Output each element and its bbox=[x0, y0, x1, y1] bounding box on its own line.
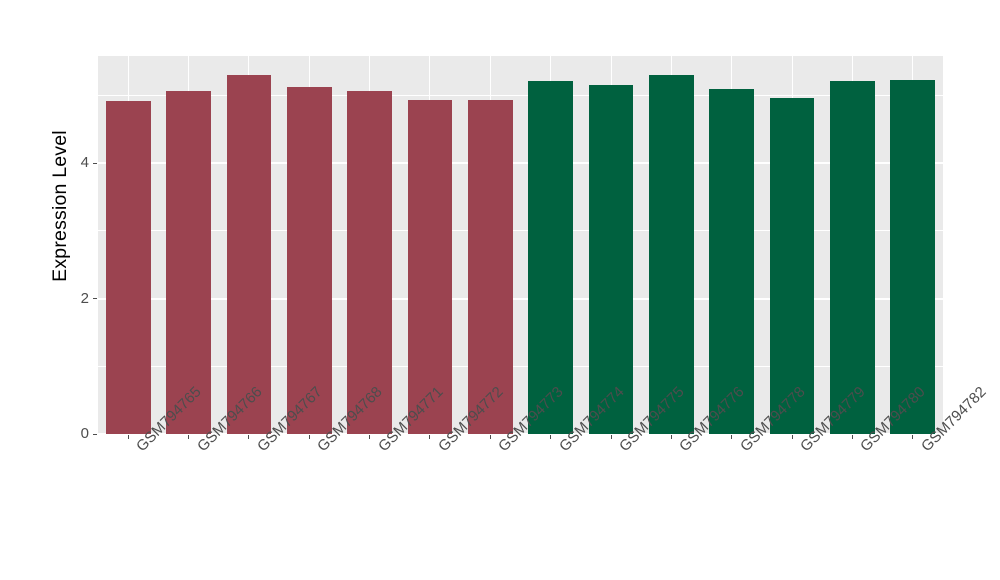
x-axis-tick-label: GSM794779 bbox=[797, 383, 869, 455]
bar bbox=[347, 91, 392, 434]
plot-panel bbox=[98, 56, 943, 434]
x-axis-tick-mark bbox=[429, 435, 431, 439]
bar bbox=[407, 100, 453, 434]
x-axis-tick-mark bbox=[550, 435, 552, 439]
y-axis-tick-label: 2 bbox=[80, 289, 89, 307]
bar bbox=[286, 87, 332, 434]
x-axis-tick-mark bbox=[248, 435, 250, 439]
x-axis-tick-mark bbox=[851, 435, 853, 439]
x-axis-tick-label: GSM794778 bbox=[737, 383, 809, 455]
x-axis-tick-mark bbox=[489, 435, 491, 439]
x-axis-tick-mark bbox=[731, 435, 733, 439]
bar bbox=[166, 91, 211, 434]
y-axis-tick-label: 4 bbox=[80, 154, 89, 172]
gridline-horizontal-minor bbox=[98, 94, 943, 96]
gridline-horizontal-major bbox=[98, 433, 943, 434]
x-axis-tick-label: GSM794766 bbox=[194, 383, 266, 455]
gridline-horizontal-minor bbox=[98, 230, 943, 232]
y-axis-tick-label: 0 bbox=[80, 425, 89, 442]
x-axis-tick-label: GSM794775 bbox=[616, 383, 688, 455]
x-axis-tick-label: GSM794776 bbox=[676, 383, 748, 455]
bar bbox=[890, 80, 936, 434]
bar bbox=[528, 81, 573, 434]
x-axis-tick-mark bbox=[127, 435, 129, 439]
bar bbox=[105, 100, 151, 434]
x-axis-tick-label: GSM794773 bbox=[495, 383, 567, 455]
bar bbox=[769, 98, 815, 434]
bar bbox=[709, 89, 755, 434]
gridline-horizontal-major bbox=[98, 162, 943, 165]
bar bbox=[467, 100, 513, 434]
y-axis-tick-mark bbox=[93, 298, 97, 300]
y-axis-title-label: Expression Level bbox=[48, 130, 71, 282]
gridline-horizontal-major bbox=[98, 297, 943, 300]
gridline-horizontal-minor bbox=[98, 365, 943, 367]
x-axis-tick-label: GSM794780 bbox=[857, 383, 929, 455]
y-axis-tick-mark bbox=[93, 162, 97, 164]
x-axis-tick-label: GSM794768 bbox=[314, 383, 386, 455]
bar bbox=[226, 74, 272, 434]
x-axis-tick-mark bbox=[308, 435, 310, 439]
x-axis-tick-mark bbox=[610, 435, 612, 439]
x-axis-tick-label: GSM794782 bbox=[917, 383, 990, 456]
bar bbox=[649, 74, 694, 434]
y-axis-title: Expression Level bbox=[40, 0, 80, 580]
x-axis-tick-label: GSM794772 bbox=[435, 383, 507, 455]
y-axis-tick-mark bbox=[93, 433, 97, 435]
x-axis-tick-mark bbox=[670, 435, 672, 439]
x-axis-tick-label: GSM794765 bbox=[133, 383, 205, 455]
x-axis-tick-label: GSM794771 bbox=[375, 383, 447, 455]
bar bbox=[830, 81, 875, 434]
x-axis-tick-mark bbox=[912, 435, 914, 439]
x-axis-tick-mark bbox=[369, 435, 371, 439]
x-axis-tick-label: GSM794774 bbox=[556, 383, 628, 455]
x-axis-tick-mark bbox=[791, 435, 793, 439]
bar bbox=[588, 85, 634, 434]
x-axis-tick-mark bbox=[188, 435, 190, 439]
x-axis-tick-label: GSM794767 bbox=[254, 383, 326, 455]
